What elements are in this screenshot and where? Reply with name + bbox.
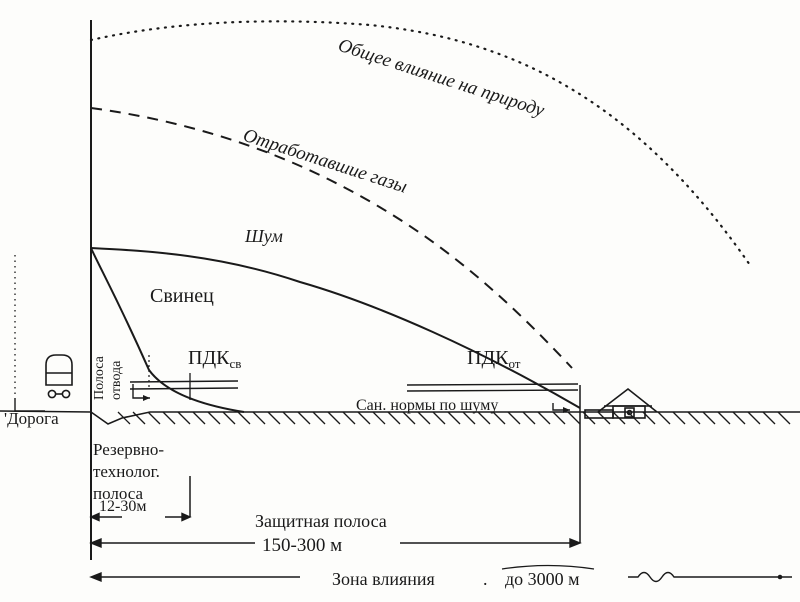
- svg-text:до 3000 м: до 3000 м: [505, 569, 580, 589]
- svg-text:Резервно-: Резервно-: [93, 440, 164, 459]
- svg-text:Общее влияние на природу: Общее влияние на природу: [335, 35, 547, 122]
- svg-text:150-300 м: 150-300 м: [262, 535, 342, 556]
- svg-text:Шум: Шум: [244, 226, 283, 246]
- svg-text:Защитная полоса: Защитная полоса: [255, 511, 387, 531]
- svg-text:Зона влияния: Зона влияния: [332, 569, 435, 589]
- svg-text:'Дорога: 'Дорога: [4, 409, 59, 428]
- svg-text:.: .: [483, 569, 488, 589]
- svg-text:ПДКот: ПДКот: [467, 347, 521, 371]
- svg-text:технолог.: технолог.: [93, 462, 160, 481]
- svg-text:Сан. нормы по шуму: Сан. нормы по шуму: [356, 397, 498, 414]
- svg-text:Полоса: Полоса: [92, 355, 107, 400]
- svg-text:ПДКсв: ПДКсв: [188, 347, 241, 371]
- svg-text:Свинец: Свинец: [150, 285, 214, 307]
- svg-text:Отработавшие газы: Отработавшие газы: [240, 125, 409, 198]
- svg-text:12-30м: 12-30м: [99, 498, 146, 515]
- svg-text:отвода: отвода: [109, 360, 124, 400]
